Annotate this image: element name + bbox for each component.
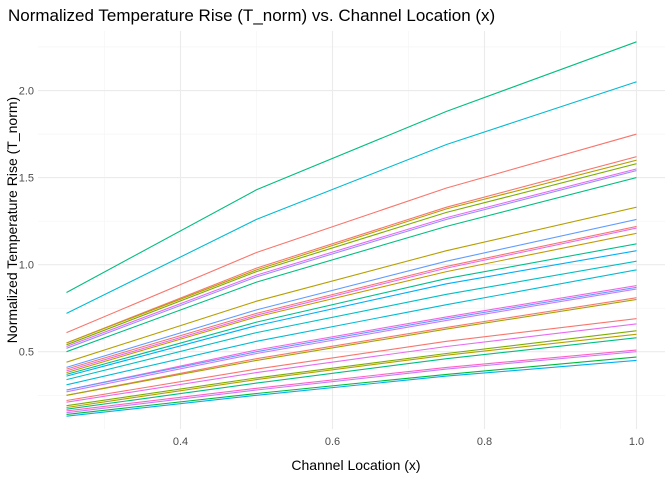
series-line-30 — [66, 351, 637, 414]
series-line-17 — [66, 260, 637, 381]
y-tick-label: 2.0 — [19, 86, 34, 98]
chart-title: Normalized Temperature Rise (T_norm) vs.… — [8, 6, 495, 25]
series-line-22 — [66, 297, 637, 396]
series-line-23 — [66, 298, 637, 396]
series-line-19 — [66, 285, 637, 391]
x-tick-label: 0.8 — [477, 436, 492, 448]
y-axis-title: Normalized Temperature Rise (T_norm) — [4, 97, 20, 343]
series-line-27 — [66, 333, 637, 409]
minor-gridlines — [38, 31, 665, 429]
series-line-24 — [66, 318, 637, 402]
series-line-12 — [66, 225, 637, 370]
series-line-3 — [66, 133, 637, 334]
series-line-32 — [66, 359, 637, 417]
series-line-5 — [66, 159, 637, 344]
series-line-20 — [66, 286, 637, 391]
x-tick-label: 0.4 — [173, 436, 188, 448]
series-line-26 — [66, 330, 637, 407]
y-axis-ticks: 0.5 1.0 1.5 2.0 — [19, 86, 34, 359]
y-tick-label: 1.0 — [19, 260, 34, 272]
x-tick-label: 0.6 — [325, 436, 340, 448]
series-line-29 — [66, 349, 637, 412]
series-line-4 — [66, 156, 637, 344]
series-line-6 — [66, 163, 637, 346]
x-axis-ticks: 0.4 0.6 0.8 1.0 — [173, 436, 644, 448]
series-line-14 — [66, 232, 637, 374]
series-line-8 — [66, 170, 637, 349]
series-line-1 — [66, 41, 637, 293]
series-line-13 — [66, 227, 637, 372]
series-line-10 — [66, 206, 637, 363]
series-line-25 — [66, 323, 637, 403]
series-line-21 — [66, 288, 637, 393]
series-line-11 — [66, 218, 637, 368]
series-line-7 — [66, 168, 637, 348]
x-axis-title: Channel Location (x) — [291, 457, 420, 473]
y-tick-label: 1.5 — [19, 173, 34, 185]
series-line-18 — [66, 269, 637, 386]
x-tick-label: 1.0 — [629, 436, 644, 448]
series-line-28 — [66, 337, 637, 410]
y-tick-label: 0.5 — [19, 347, 34, 359]
series-line-15 — [66, 243, 637, 375]
series-line-16 — [66, 250, 637, 377]
series-line-2 — [66, 81, 637, 314]
series-line-31 — [66, 356, 637, 415]
series-line-9 — [66, 177, 637, 353]
series-lines — [66, 41, 637, 417]
